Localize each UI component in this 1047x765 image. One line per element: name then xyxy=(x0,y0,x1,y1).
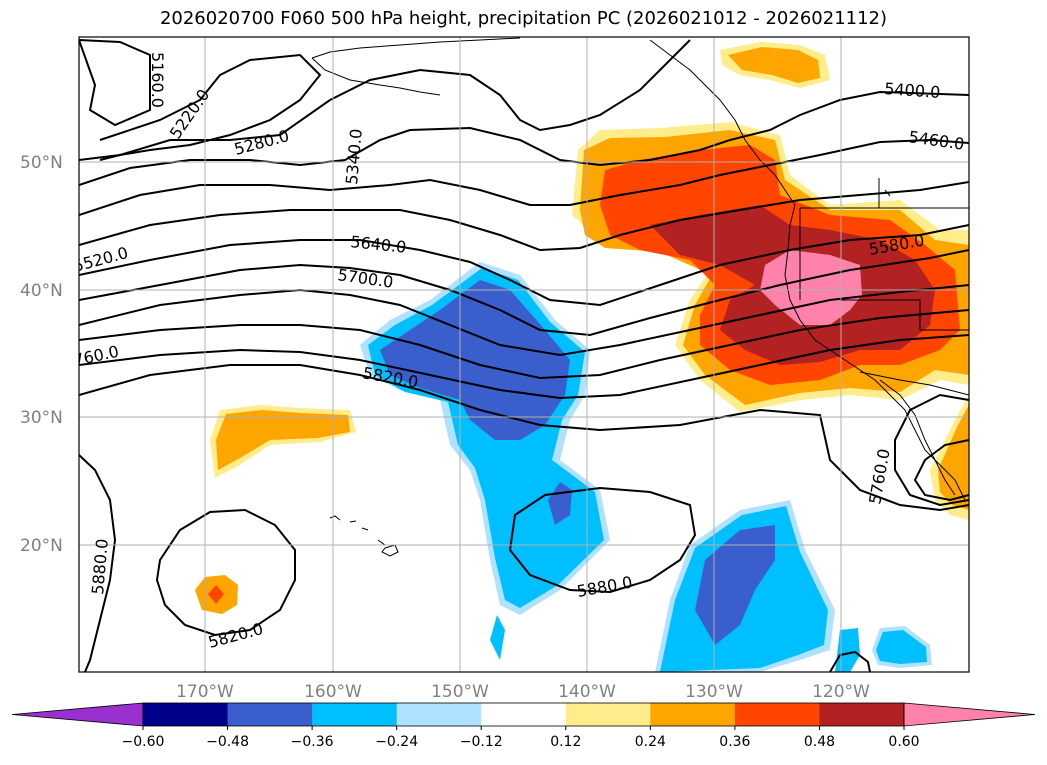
lat-labels: 50°N 40°N 30°N 20°N xyxy=(20,153,63,556)
hawaii-islands xyxy=(329,515,399,557)
contour-5760 xyxy=(79,334,969,400)
precip-cyan-se-c xyxy=(876,630,927,664)
colorbar-tick-label: 0.24 xyxy=(635,734,666,750)
contour-label: 5820.0 xyxy=(206,619,265,652)
lat-label-50N: 50°N xyxy=(20,153,63,173)
contour-label: 5880.0 xyxy=(88,538,112,595)
precip-negative-shading xyxy=(360,262,932,672)
colorbar-extend-low xyxy=(11,702,144,727)
contour-label: 5700.0 xyxy=(336,265,394,292)
colorbar-outline xyxy=(142,702,905,727)
contour-5880 xyxy=(79,454,117,672)
colorbar: −0.60 −0.48 −0.36 −0.24 −0.12 0.12 0.24 0.36 0.4… xyxy=(11,702,1036,750)
lon-label-170W: 170°W xyxy=(176,682,234,702)
colorbar-segment xyxy=(143,703,229,726)
contour-5280 xyxy=(79,39,691,161)
colorbar-segment xyxy=(481,703,567,726)
contour-label: 5400.0 xyxy=(884,79,941,102)
contour-5760-b xyxy=(894,393,969,507)
colorbar-tick-label: −0.60 xyxy=(122,734,165,750)
colorbar-tick-label: 0.48 xyxy=(804,734,835,750)
contour-5880-b xyxy=(508,486,697,594)
precip-blue-se xyxy=(695,525,775,645)
colorbar-segment xyxy=(312,703,398,726)
contour-label: 5340.0 xyxy=(342,128,366,185)
contour-5880-c xyxy=(829,650,871,672)
precip-blue-central xyxy=(380,280,570,440)
precip-cyan-se-b xyxy=(835,628,860,672)
contour-label: 5460.0 xyxy=(907,127,965,154)
contour-5640 xyxy=(79,284,969,357)
contour-5160 xyxy=(79,38,151,127)
map-title: 2026020700 F060 500 hPa height, precipit… xyxy=(159,8,888,29)
contour-5340 xyxy=(79,90,969,186)
colorbar-tick-label: −0.36 xyxy=(291,734,334,750)
colorbar-segment xyxy=(650,703,736,726)
contour-label: 5640.0 xyxy=(350,232,408,257)
colorbar-segment xyxy=(819,703,905,726)
colorbar-tick-label: −0.48 xyxy=(206,734,249,750)
contour-5760-c xyxy=(913,439,969,502)
height-contours xyxy=(79,38,969,672)
mexico-border xyxy=(859,371,969,396)
contour-5820-b xyxy=(155,508,296,637)
lat-label-40N: 40°N xyxy=(20,281,63,301)
colorbar-segment xyxy=(734,703,820,726)
contour-5580 xyxy=(79,249,969,337)
colorbar-segment xyxy=(565,703,651,726)
precip-orange-alaska xyxy=(728,47,820,83)
colorbar-tick-label: 0.36 xyxy=(719,734,750,750)
gridlines xyxy=(79,37,969,672)
lon-label-160W: 160°W xyxy=(304,682,362,702)
lon-labels: 170°W 160°W 150°W 140°W 130°W 120°W xyxy=(176,682,870,702)
precip-orange-wp xyxy=(216,410,350,470)
colorbar-tick-label: 0.60 xyxy=(888,734,919,750)
canada-coast xyxy=(649,39,966,501)
contour-label: 5880.0 xyxy=(575,573,633,601)
lon-label-130W: 130°W xyxy=(685,682,743,702)
contour-label: 5160.0 xyxy=(148,52,167,108)
precip-orange-baja xyxy=(938,405,969,510)
contour-5400 xyxy=(79,138,969,216)
contour-label: 5760.0 xyxy=(865,447,893,505)
colorbar-segment xyxy=(396,703,482,726)
precip-positive-shading xyxy=(195,42,969,614)
precip-red-small xyxy=(208,585,224,604)
colorbar-extend-high xyxy=(903,702,1036,727)
map-area: 5160.0 5220.0 5280.0 5340.0 5400.0 5460.… xyxy=(62,37,969,672)
lon-label-150W: 150°W xyxy=(431,682,489,702)
contour-5700 xyxy=(79,309,969,380)
colorbar-tick-label: −0.12 xyxy=(460,734,503,750)
lat-label-20N: 20°N xyxy=(20,536,63,556)
contour-5460 xyxy=(79,181,969,252)
colorbar-tick-label: −0.24 xyxy=(375,734,418,750)
contour-5220 xyxy=(99,53,322,161)
lon-label-140W: 140°W xyxy=(558,682,616,702)
precip-cyan-small-a xyxy=(490,615,505,660)
contour-label: 5760.0 xyxy=(62,342,121,372)
colorbar-tick-label: 0.12 xyxy=(550,734,581,750)
colorbar-segment xyxy=(227,703,313,726)
baja-coast xyxy=(879,379,956,496)
lon-label-120W: 120°W xyxy=(812,682,870,702)
contour-5820 xyxy=(79,364,969,512)
map-frame xyxy=(78,36,970,673)
lat-label-30N: 30°N xyxy=(20,408,63,428)
